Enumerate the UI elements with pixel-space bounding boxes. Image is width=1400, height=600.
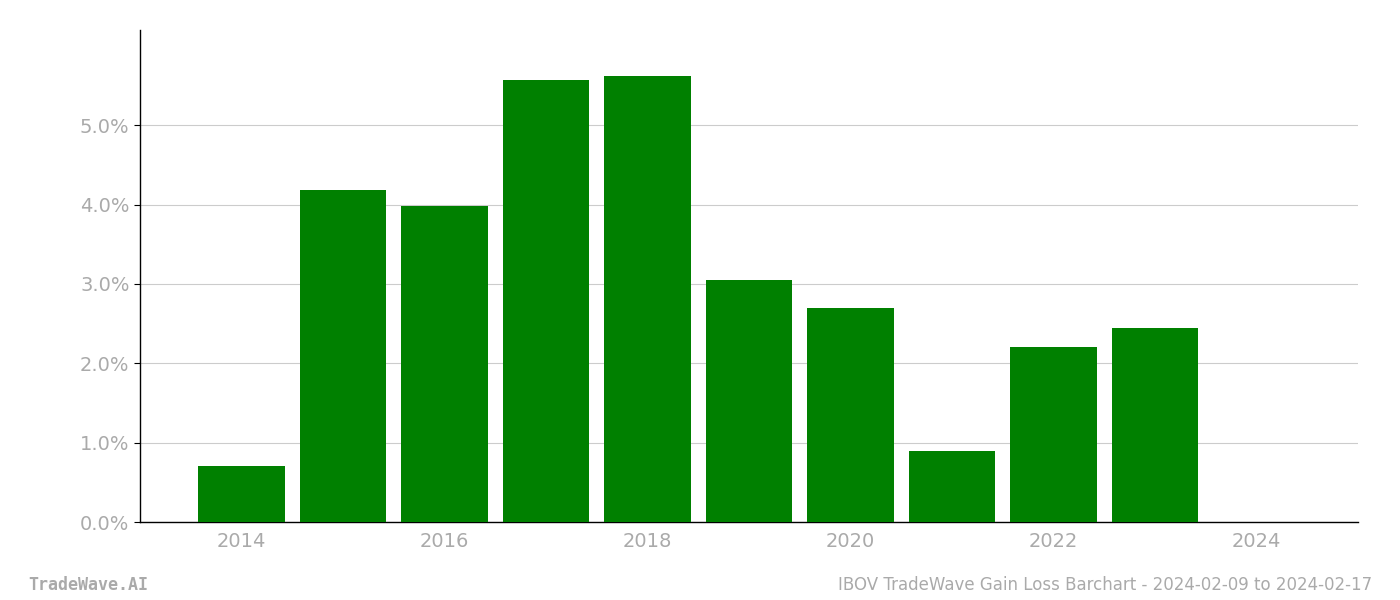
Text: IBOV TradeWave Gain Loss Barchart - 2024-02-09 to 2024-02-17: IBOV TradeWave Gain Loss Barchart - 2024… bbox=[837, 576, 1372, 594]
Bar bbox=[1011, 347, 1096, 522]
Bar bbox=[199, 466, 284, 522]
Bar bbox=[909, 451, 995, 522]
Bar bbox=[808, 308, 893, 522]
Bar bbox=[706, 280, 792, 522]
Bar bbox=[300, 190, 386, 522]
Bar bbox=[1112, 328, 1198, 522]
Bar bbox=[402, 206, 487, 522]
Text: TradeWave.AI: TradeWave.AI bbox=[28, 576, 148, 594]
Bar bbox=[503, 80, 589, 522]
Bar bbox=[605, 76, 690, 522]
